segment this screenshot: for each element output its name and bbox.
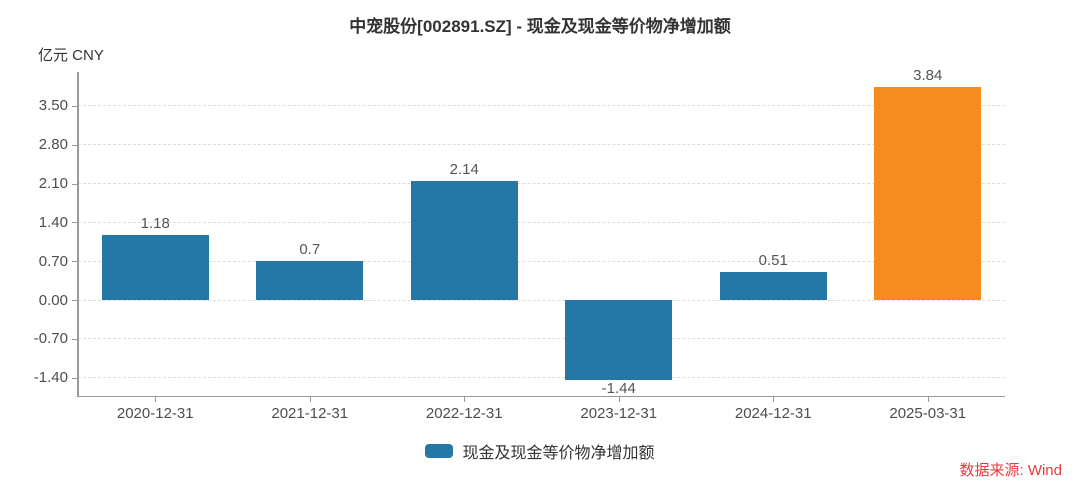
x-axis-tick [618, 397, 620, 402]
bar-value-label: -1.44 [601, 379, 636, 397]
bar-value-label: 3.84 [913, 66, 943, 84]
bar-value-label: 0.7 [299, 241, 321, 259]
y-tick-label: 2.10 [38, 175, 68, 192]
legend-swatch [425, 444, 454, 458]
x-axis-line [77, 395, 1005, 397]
gridline [78, 105, 1005, 107]
x-axis-label: 2023-12-31 [580, 405, 658, 422]
bar-2023-12-31[interactable] [565, 300, 673, 380]
y-axis-tick [72, 183, 78, 185]
x-axis-tick [464, 397, 466, 402]
y-tick-label: 3.50 [38, 97, 68, 115]
y-axis-line [77, 72, 79, 396]
y-axis-tick [72, 338, 78, 340]
gridline [78, 377, 1005, 379]
y-axis-tick [72, 222, 78, 224]
y-tick-label: 0.00 [38, 291, 68, 309]
x-axis-tick [155, 397, 157, 402]
y-tick-label: -1.40 [33, 369, 68, 387]
y-axis-tick [72, 300, 78, 302]
bar-value-label: 2.14 [449, 161, 479, 179]
y-axis-unit-label: 亿元 CNY [38, 47, 104, 64]
data-source-label: 数据来源: Wind [959, 462, 1062, 479]
bar-2022-12-31[interactable] [410, 181, 518, 300]
y-tick-label: 0.70 [38, 252, 68, 270]
bar-value-label: 0.51 [758, 251, 788, 269]
gridline [78, 183, 1005, 184]
x-axis-tick [309, 397, 311, 402]
x-axis-label: 2024-12-31 [734, 405, 812, 422]
gridline [78, 144, 1005, 146]
y-axis-tick [72, 105, 78, 107]
gridline [78, 338, 1005, 340]
bar-2021-12-31[interactable] [256, 261, 364, 300]
x-axis-label: 2025-03-31 [889, 405, 967, 422]
gridline [78, 221, 1005, 223]
y-tick-label: -0.70 [33, 330, 68, 348]
x-axis-label: 2020-12-31 [116, 405, 194, 422]
x-axis-tick [927, 397, 929, 402]
gridline [78, 260, 1005, 262]
y-axis-tick [72, 377, 78, 379]
y-axis-tick [72, 261, 78, 263]
y-tick-label: 1.40 [38, 213, 68, 231]
bar-value-label: 1.18 [140, 214, 170, 232]
gridline [78, 299, 1005, 301]
legend: 现金及现金等价物净增加额 [0, 439, 1080, 463]
chart-title: 中宠股份[002891.SZ] - 现金及现金等价物净增加额 [349, 17, 731, 36]
x-axis-label: 2022-12-31 [425, 405, 503, 422]
x-axis-tick [773, 397, 775, 402]
y-axis-tick [72, 144, 78, 146]
y-tick-label: 2.80 [38, 136, 68, 154]
legend-item-net-cash-increase[interactable]: 现金及现金等价物净增加额 [425, 439, 655, 463]
x-axis-label: 2021-12-31 [271, 405, 349, 422]
bar-2025-03-31[interactable] [874, 86, 982, 300]
bar-2024-12-31[interactable] [719, 271, 827, 300]
bar-2020-12-31[interactable] [101, 234, 209, 300]
legend-label: 现金及现金等价物净增加额 [462, 445, 655, 462]
